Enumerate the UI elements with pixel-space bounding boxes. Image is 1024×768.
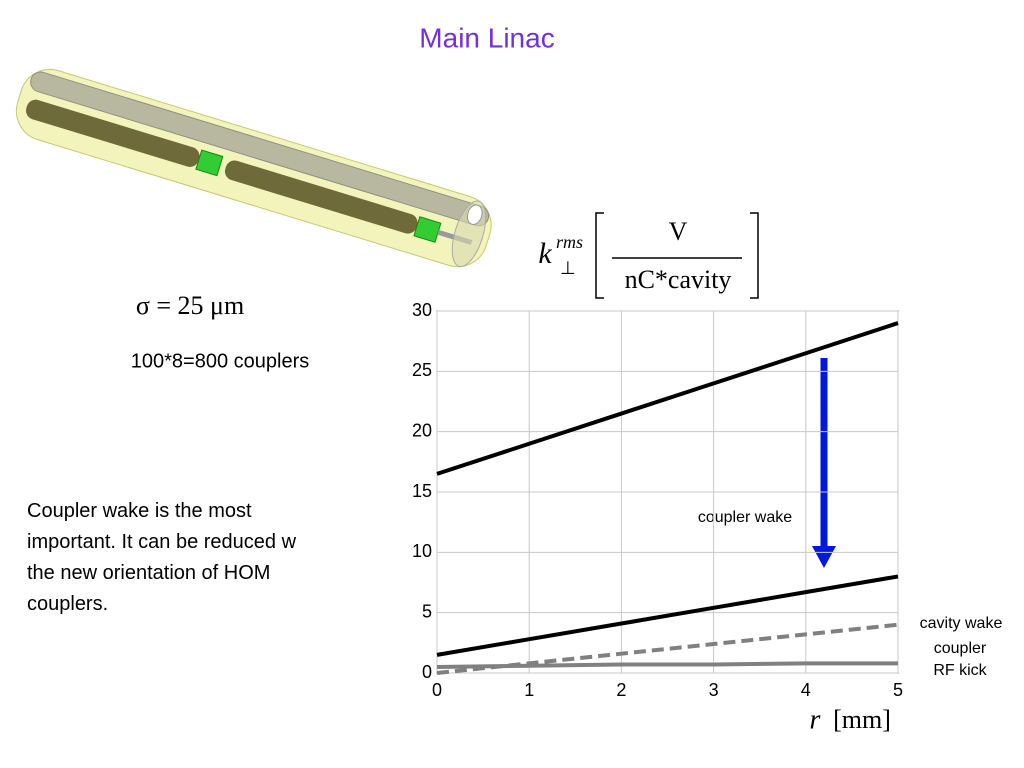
series-label: cavity wake <box>919 614 1003 632</box>
x-tick-label: 1 <box>524 680 534 700</box>
xlabel-unit: [mm] <box>833 705 891 734</box>
body-text-line: Coupler wake is the most <box>27 500 252 522</box>
ylabel-subscript: ⊥ <box>560 258 576 278</box>
x-tick-label: 0 <box>432 680 442 700</box>
sigma-label: σ = 25 μm <box>136 291 244 320</box>
y-tick-label: 25 <box>412 360 432 380</box>
xlabel-symbol: r <box>810 704 821 735</box>
ylabel-symbol: k <box>538 237 552 270</box>
annotation: coupler wake <box>698 509 792 526</box>
x-tick-label: 2 <box>616 680 626 700</box>
ylabel-numerator: V <box>669 217 688 246</box>
series-line <box>436 661 898 669</box>
body-text-line: couplers. <box>27 593 109 615</box>
series-label: coupler RF kick <box>933 640 987 680</box>
bracket <box>595 212 759 299</box>
y-tick-label: 10 <box>412 541 432 561</box>
arrow-head <box>812 546 836 568</box>
couplers-label: 100*8=800 couplers <box>131 350 309 372</box>
linac-illustration <box>15 68 492 268</box>
slide-title: Main Linac <box>419 22 554 53</box>
body-text: Coupler wake is the most important. It ca… <box>27 496 361 620</box>
y-tick-label: 5 <box>422 601 432 621</box>
x-tick-label: 3 <box>709 680 719 700</box>
body-text-line: the new orientation of HOM <box>27 562 271 584</box>
ylabel-denominator: nC*cavity <box>625 265 732 294</box>
series-line <box>436 321 899 476</box>
y-tick-label: 30 <box>412 300 432 320</box>
ylabel-superscript: rms <box>556 232 583 252</box>
body-text-line: important. It can be reduced w <box>27 531 297 553</box>
y-tick-label: 20 <box>412 420 432 440</box>
x-tick-label: 5 <box>893 680 903 700</box>
y-tick-label: 0 <box>422 662 432 682</box>
y-tick-label: 15 <box>412 481 432 501</box>
x-tick-label: 4 <box>801 680 811 700</box>
series-line <box>436 574 899 657</box>
